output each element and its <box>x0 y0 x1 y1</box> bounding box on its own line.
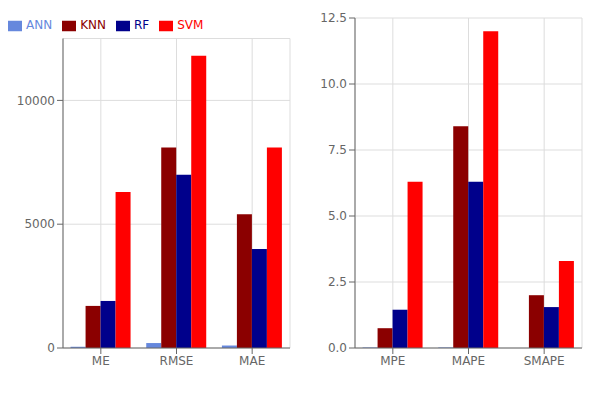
html-text:KNN: KNN <box>80 18 106 32</box>
svg-text:ME: ME <box>92 354 110 368</box>
svg-text:MAE: MAE <box>239 354 265 368</box>
svg-text:10.0: 10.0 <box>320 77 347 91</box>
svg-text:SMAPE: SMAPE <box>524 354 565 368</box>
html-text:ANN: ANN <box>26 18 53 32</box>
svg-text:12.5: 12.5 <box>320 11 347 25</box>
svg-text:7.5: 7.5 <box>328 143 347 157</box>
svg-text:RMSE: RMSE <box>160 354 194 368</box>
svg-text:10000: 10000 <box>17 94 55 108</box>
svg-text:5.0: 5.0 <box>328 209 347 223</box>
html-text:SVM: SVM <box>177 18 204 32</box>
svg-text:2.5: 2.5 <box>328 275 347 289</box>
svg-text:0.0: 0.0 <box>328 341 347 355</box>
svg-text:MAPE: MAPE <box>452 354 485 368</box>
svg-text:0: 0 <box>47 341 55 355</box>
svg-text:MPE: MPE <box>380 354 405 368</box>
svg-text:5000: 5000 <box>24 217 55 231</box>
html-text:RF: RF <box>134 18 150 32</box>
